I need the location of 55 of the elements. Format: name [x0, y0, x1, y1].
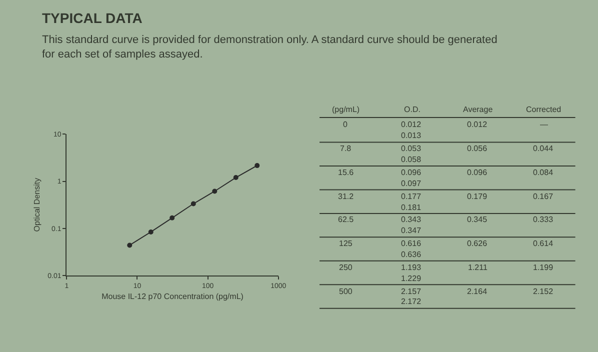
data-label: —	[540, 120, 548, 129]
point	[127, 242, 132, 248]
data-label: 0.181	[401, 203, 422, 212]
data-label: 0.636	[401, 250, 422, 259]
point	[190, 201, 196, 206]
data-label: 0.614	[533, 239, 554, 248]
text: O.D.	[404, 105, 420, 114]
point	[254, 163, 260, 168]
y-axis-title: Optical Density	[32, 178, 42, 232]
data-label: 0.167	[533, 192, 554, 201]
data-label: 0.084	[533, 168, 554, 177]
data-label: 0.616	[401, 239, 422, 248]
data-label: 1.229	[401, 274, 422, 283]
data-label: 0.097	[401, 179, 422, 188]
data-label: 0.012	[401, 120, 422, 129]
data-label: 2.164	[467, 287, 488, 296]
category-label: 500	[339, 287, 353, 296]
data-label: 0.333	[533, 215, 554, 224]
text: Average	[463, 105, 494, 114]
data-label: 2.157	[401, 287, 422, 296]
data-label: 0.096	[401, 168, 422, 177]
x-axis-title: Mouse IL-12 p70 Concentration (pg/mL)	[102, 292, 244, 302]
text: (pg/mL)	[332, 105, 360, 114]
data-label: 0.343	[401, 215, 422, 224]
category-label: 62.5	[338, 215, 354, 224]
data-label: 0.626	[467, 239, 488, 248]
data-label: 0.012	[467, 120, 488, 129]
category-label: 31.2	[338, 192, 354, 201]
data-label: 1.211	[468, 263, 488, 272]
point	[170, 215, 175, 220]
category-label: 250	[339, 263, 353, 272]
data-label: 0.347	[401, 226, 422, 235]
data-label: 1.199	[533, 263, 554, 272]
point	[212, 188, 218, 194]
data-label: 0.053	[401, 144, 422, 153]
data-label: 0.056	[467, 144, 488, 153]
point	[148, 229, 154, 234]
data-label: 0.058	[401, 155, 422, 164]
category-label: 15.6	[338, 168, 354, 177]
data-label: 2.172	[401, 297, 422, 306]
data-label: 0.345	[467, 215, 488, 224]
category-label: 125	[339, 239, 353, 248]
data-label: 0.177	[401, 192, 422, 201]
chart-title: TYPICAL DATA	[42, 10, 142, 26]
category-label: 0	[343, 120, 348, 129]
chart-subtitle: This standard curve is provided for demonstration only. A standard curve should be generated for each set of samples assayed.	[42, 34, 498, 60]
data-label: 0.096	[467, 168, 488, 177]
data-label: 1.193	[401, 263, 422, 272]
category-label: 7.8	[340, 144, 352, 153]
text: Corrected	[526, 105, 562, 114]
data-label: 0.179	[467, 192, 488, 201]
data-label: 2.152	[533, 287, 554, 296]
point	[233, 175, 238, 180]
data-label: 0.013	[401, 131, 422, 140]
data-label: 0.044	[533, 144, 554, 153]
